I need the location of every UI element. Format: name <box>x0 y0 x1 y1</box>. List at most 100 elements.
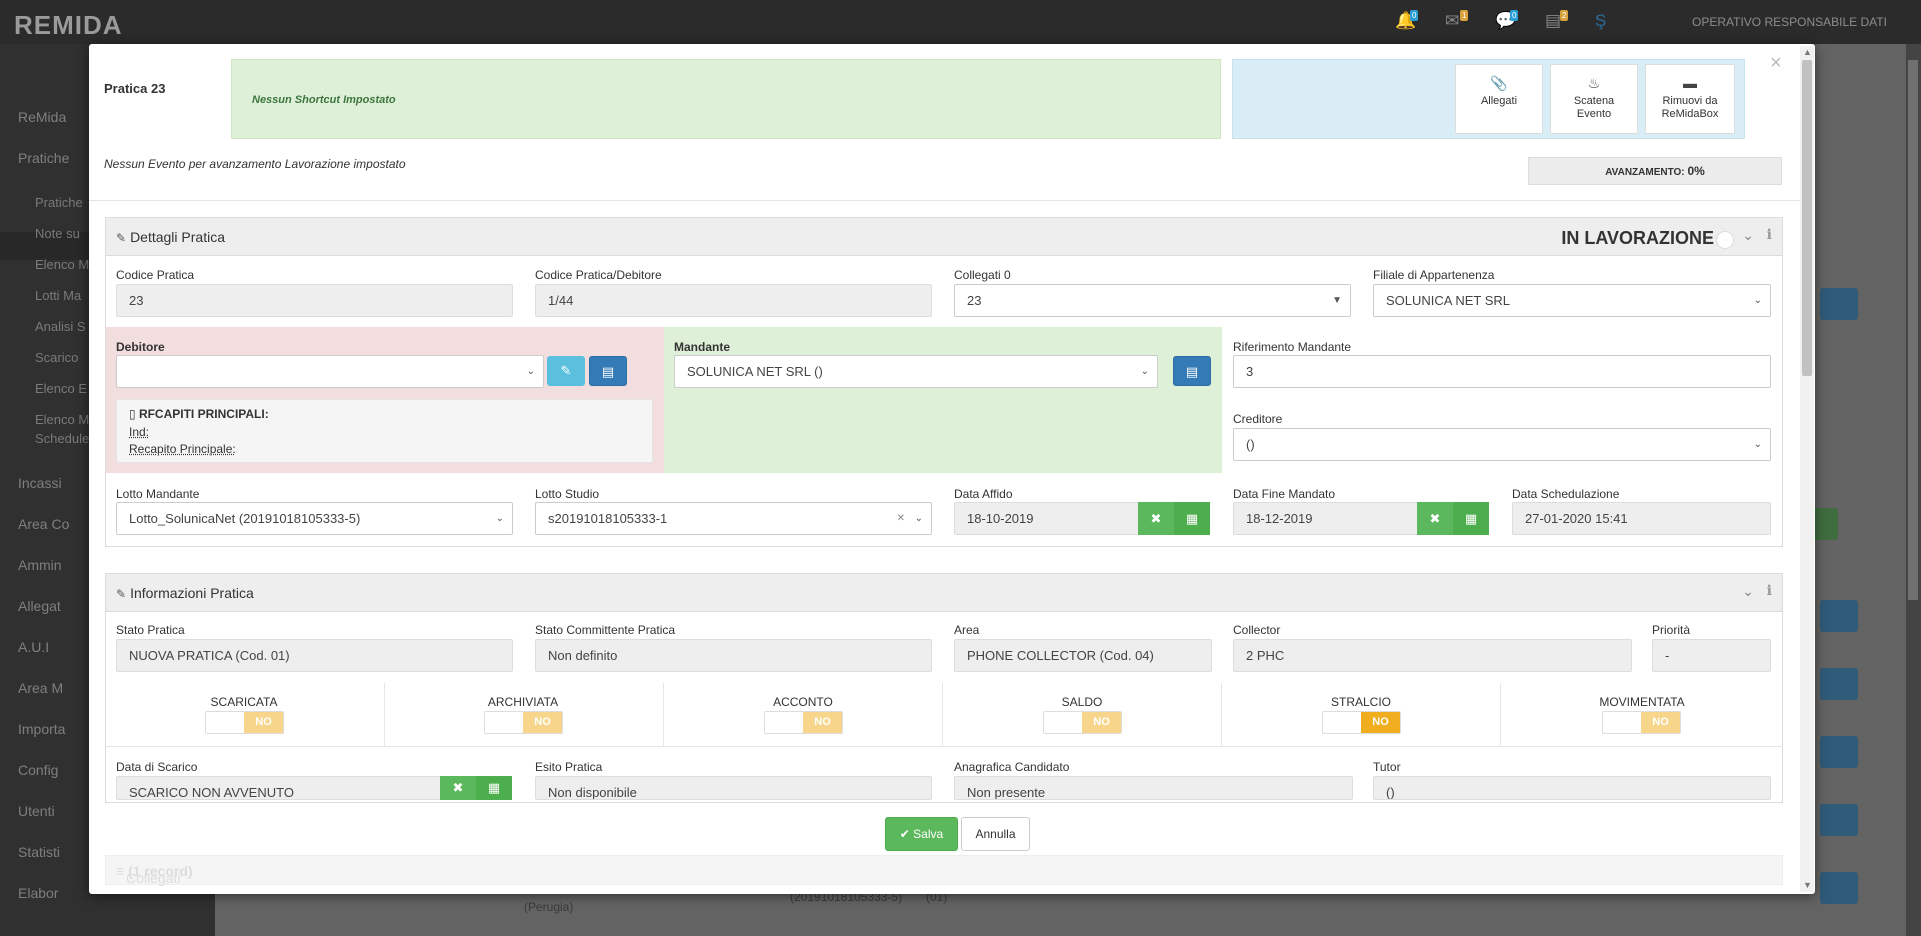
phone-book-icon: ▯ <box>129 407 139 421</box>
filiale-select[interactable]: SOLUNICA NET SRL ⌄ <box>1373 284 1771 317</box>
rimuovi-remidabox-button[interactable]: ▬ Rimuovi da ReMidaBox <box>1645 64 1735 134</box>
esito-label: Esito Pratica <box>535 760 603 774</box>
chevron-down-icon[interactable]: ⌄ <box>1742 583 1754 599</box>
stralcio-toggle[interactable]: NO <box>1322 711 1401 734</box>
filiale-label: Filiale di Appartenenza <box>1373 268 1495 282</box>
saldo-label: SALDO <box>1061 695 1103 709</box>
clear-date-icon[interactable]: ✖ <box>440 776 476 800</box>
collegati-label: Collegati 0 <box>954 268 1011 282</box>
saldo-toggle[interactable]: NO <box>1043 711 1122 734</box>
info-icon[interactable]: i <box>1766 583 1772 599</box>
modal-scrollbar-thumb[interactable] <box>1802 60 1812 376</box>
sidebar-item-importa[interactable]: Importa <box>18 721 66 737</box>
progress-label: AVANZAMENTO: <box>1605 167 1685 178</box>
sidebar-item-config[interactable]: Config <box>18 762 59 778</box>
calendar-icon[interactable]: ▦ <box>1453 502 1489 535</box>
clear-date-icon[interactable]: ✖ <box>1138 502 1174 535</box>
close-icon[interactable]: × <box>1770 52 1782 74</box>
sidebar-item-incassi[interactable]: Incassi <box>18 475 62 491</box>
sidebar-item-area-m[interactable]: Area M <box>18 680 64 696</box>
rimuovi-label-1: Rimuovi da <box>1662 95 1718 107</box>
stato-field: NUOVA PRATICA (Cod. 01) <box>116 639 513 672</box>
chat-icon[interactable]: 💬 0 <box>1495 10 1519 30</box>
scaricata-toggle[interactable]: NO <box>205 711 284 734</box>
sidebar-subitem[interactable]: Elenco M <box>35 412 90 427</box>
user-label[interactable]: OPERATIVO RESPONSABILE DATI <box>1692 15 1887 29</box>
scroll-up-icon[interactable]: ▲ <box>1803 47 1812 57</box>
book-debitore-button[interactable]: ▤ <box>589 356 627 386</box>
sidebar-item-pratiche[interactable]: Pratiche <box>18 150 70 166</box>
data-scarico-label: Data di Scarico <box>116 760 198 774</box>
sidebar-subitem[interactable]: Elenco M <box>35 257 90 272</box>
toggle-cell <box>1222 683 1501 747</box>
recapiti-ind[interactable]: Ind: <box>129 425 150 439</box>
sidebar-subitem[interactable]: Pratiche <box>35 195 83 210</box>
chevron-down-icon: ⌄ <box>1140 366 1149 377</box>
lotto-mandante-select[interactable]: Lotto_SolunicaNet (20191018105333-5) ⌄ <box>116 502 513 535</box>
edit-debitore-button[interactable]: ✎ <box>547 356 585 386</box>
bg-edit-button <box>1820 804 1858 836</box>
scroll-down-icon[interactable]: ▼ <box>1803 880 1812 890</box>
dettagli-title-text: Dettagli Pratica <box>130 229 225 245</box>
toggle-cell <box>385 683 664 747</box>
cancel-button[interactable]: Annulla <box>961 817 1030 851</box>
scaricata-value: NO <box>244 712 283 733</box>
movimentata-toggle[interactable]: NO <box>1602 711 1681 734</box>
bg-edit-button <box>1820 668 1858 700</box>
collegati-panel-header[interactable]: ≡ Collegati (1 record) <box>105 855 1783 886</box>
sidebar-subitem[interactable]: Elenco E <box>35 381 88 396</box>
modal-title: Pratica 23 <box>104 81 166 96</box>
sidebar-item-area-co[interactable]: Area Co <box>18 516 70 532</box>
collegati-title: ≡ Collegati (1 record) <box>116 863 193 886</box>
chevron-down-icon[interactable]: ⌄ <box>1742 227 1754 243</box>
allegati-button[interactable]: 📎 Allegati <box>1455 64 1543 134</box>
sidebar-item-allegati[interactable]: Allegat <box>18 598 61 614</box>
recapiti-principale[interactable]: Recapito Principale: <box>129 442 236 456</box>
clear-date-icon[interactable]: ✖ <box>1417 502 1453 535</box>
save-button[interactable]: ✔ Salva <box>885 817 958 851</box>
debitore-select[interactable]: ⌄ <box>116 355 544 388</box>
data-affido-field[interactable]: 18-10-2019 <box>954 502 1140 535</box>
sidebar-subitem[interactable]: Scarico <box>35 350 79 365</box>
status-toggle[interactable] <box>1716 231 1734 249</box>
info-icon[interactable]: i <box>1766 227 1772 243</box>
lotto-studio-select[interactable]: s20191018105333-1 ✕ ⌄ <box>535 502 932 535</box>
data-fine-field[interactable]: 18-12-2019 <box>1233 502 1419 535</box>
sidebar-item-elaborazioni[interactable]: Elabor <box>18 885 59 901</box>
collegati-select[interactable]: 23 ▼ <box>954 284 1351 317</box>
brand-s-icon[interactable]: Ş <box>1595 11 1607 30</box>
sidebar-item-aui[interactable]: A.U.I <box>18 639 50 655</box>
clear-icon[interactable]: ✕ <box>896 513 905 524</box>
sidebar-subitem[interactable]: Note su <box>35 226 80 241</box>
page-scrollbar-thumb[interactable] <box>1908 60 1918 600</box>
sidebar-item-ammin[interactable]: Ammin <box>18 557 62 573</box>
sidebar-subitem[interactable]: Schedule <box>35 431 90 446</box>
sidebar-item-statistiche[interactable]: Statisti <box>18 844 61 860</box>
sidebar-subitem[interactable]: Lotti Ma <box>35 288 82 303</box>
informazioni-title: ✎ Informazioni Pratica <box>116 585 254 601</box>
archiviata-toggle[interactable]: NO <box>484 711 563 734</box>
sidebar-subitem[interactable]: Analisi S <box>35 319 86 334</box>
stralcio-value: NO <box>1361 712 1400 733</box>
envelope-icon[interactable]: ✉ 1 <box>1445 10 1469 30</box>
lotto-studio-value: s20191018105333-1 <box>548 511 668 526</box>
sidebar-item-utenti[interactable]: Utenti <box>18 803 55 819</box>
creditore-select[interactable]: () ⌄ <box>1233 428 1771 461</box>
bell-icon[interactable]: 🔔 0 <box>1395 10 1419 30</box>
sidebar-item-remida[interactable]: ReMida <box>18 109 67 125</box>
collegati-count: (1 record) <box>128 863 193 879</box>
scatena-evento-button[interactable]: ♨ Scatena Evento <box>1550 64 1638 134</box>
informazioni-header[interactable]: ✎ Informazioni Pratica ⌄ i <box>106 574 1782 612</box>
top-navbar: REMIDA 🔔 0 ✉ 1 💬 0 ▤ 2 Ş OPERATIVO RESPONSAB… <box>0 0 1921 44</box>
riferimento-field[interactable]: 3 <box>1233 355 1771 388</box>
collegati-title-text: Collegati <box>126 870 181 886</box>
acconto-toggle[interactable]: NO <box>764 711 843 734</box>
calendar-icon[interactable]: ▦ <box>476 776 512 800</box>
dettagli-header[interactable]: ✎ Dettagli Pratica IN LAVORAZIONE ⌄ i <box>106 218 1782 256</box>
mandante-select[interactable]: SOLUNICA NET SRL () ⌄ <box>674 355 1158 388</box>
book-mandante-button[interactable]: ▤ <box>1173 356 1211 386</box>
calendar-icon[interactable]: ▦ <box>1174 502 1210 535</box>
collector-field: 2 PHC <box>1233 639 1632 672</box>
book-icon[interactable]: ▤ 2 <box>1545 10 1569 30</box>
tutor-field: () <box>1373 776 1771 800</box>
